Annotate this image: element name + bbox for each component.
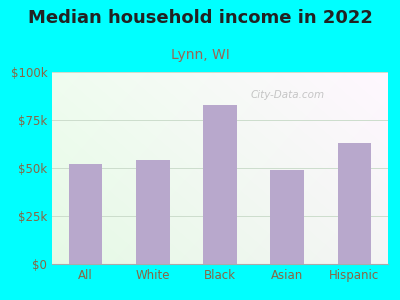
Bar	[270, 170, 304, 264]
Bar	[338, 143, 371, 264]
Text: Lynn, WI: Lynn, WI	[171, 48, 229, 62]
Text: Median household income in 2022: Median household income in 2022	[28, 9, 372, 27]
Text: City-Data.com: City-Data.com	[250, 90, 324, 100]
Bar	[69, 164, 102, 264]
Bar	[136, 160, 170, 264]
Bar	[203, 105, 237, 264]
